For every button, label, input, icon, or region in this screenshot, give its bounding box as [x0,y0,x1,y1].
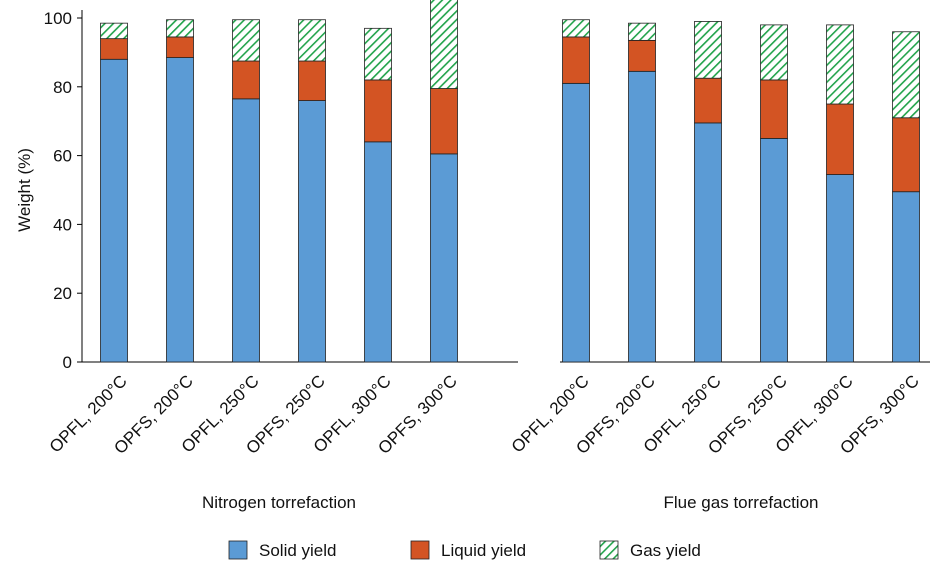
bar-liquid-segment [694,77,722,124]
y-tick-label: 60 [53,147,72,166]
bar-liquid-segment [628,39,656,72]
bar-gas-segment [826,24,854,105]
bar-gas-segment [430,0,458,89]
bar-gas-segment [364,27,392,81]
bar-liquid-segment [826,103,854,175]
legend-label-liquid: Liquid yield [441,541,526,560]
y-tick-label: 20 [53,284,72,303]
group-labels: Nitrogen torrefaction Flue gas torrefacti… [202,493,819,512]
group-label: Flue gas torrefaction [664,493,819,512]
bar-gas-segment [760,24,788,81]
bar-liquid-segment [364,79,392,143]
bar-solid-segment [562,82,590,363]
bar-solid-segment [892,191,920,363]
legend-swatch-gas [599,540,619,560]
bar-solid-segment [430,153,458,363]
bar-gas-segment [694,21,722,79]
bar-solid-segment [694,122,722,363]
bar-gas-segment [100,22,128,40]
bar-gas-segment [628,22,656,41]
bar-solid-segment [100,58,128,363]
y-axis-title: Weight (%) [15,148,34,232]
y-tick-label: 40 [53,215,72,234]
bar-liquid-segment [232,60,260,100]
legend-label-gas: Gas yield [630,541,701,560]
bar-liquid-segment [298,60,326,101]
bar-gas-segment [298,19,326,62]
bar-solid-segment [232,98,260,363]
bars [100,0,920,363]
legend: Solid yield Liquid yield Gas yield [228,540,701,560]
bar-gas-segment [232,19,260,62]
bar-solid-segment [364,141,392,363]
bar-solid-segment [826,174,854,363]
y-tick-label: 80 [53,78,72,97]
bar-gas-segment [562,19,590,38]
y-tick-label: 100 [44,9,72,28]
legend-label-solid: Solid yield [259,541,337,560]
bar-solid-segment [760,137,788,363]
bar-liquid-segment [562,36,590,84]
bar-gas-segment [166,19,194,38]
bar-solid-segment [298,100,326,363]
bar-liquid-segment [892,117,920,193]
bar-liquid-segment [100,38,128,60]
group-label: Nitrogen torrefaction [202,493,356,512]
bar-liquid-segment [166,36,194,58]
bar-liquid-segment [430,88,458,155]
y-axis: 0 20 40 60 80 100 Weight (%) [15,9,930,372]
legend-swatch-solid [228,540,248,560]
bar-liquid-segment [760,79,788,139]
bar-gas-segment [892,31,920,119]
legend-swatch-liquid [410,540,430,560]
y-tick-label: 0 [63,353,72,372]
bar-solid-segment [628,70,656,363]
bar-solid-segment [166,57,194,363]
